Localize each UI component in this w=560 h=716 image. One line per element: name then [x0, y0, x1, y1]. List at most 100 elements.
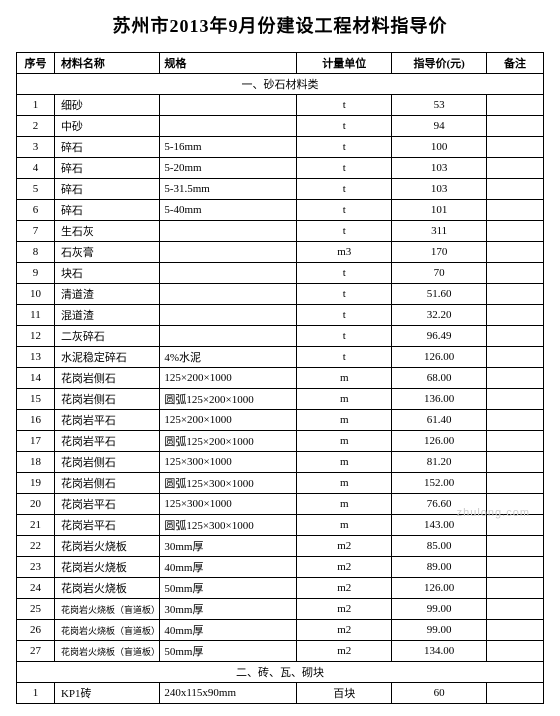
cell-note — [487, 347, 544, 368]
cell-spec: 50mm厚 — [160, 578, 297, 599]
table-row: 15花岗岩侧石圆弧125×200×1000m136.00 — [17, 389, 544, 410]
cell-unit: m2 — [297, 578, 392, 599]
cell-unit: t — [297, 95, 392, 116]
cell-unit: m2 — [297, 557, 392, 578]
cell-spec — [160, 326, 297, 347]
cell-idx: 16 — [17, 410, 55, 431]
cell-price: 136.00 — [392, 389, 487, 410]
cell-unit: t — [297, 221, 392, 242]
table-row: 5碎石5-31.5mmt103 — [17, 179, 544, 200]
cell-idx: 11 — [17, 305, 55, 326]
cell-spec: 30mm厚 — [160, 599, 297, 620]
cell-idx: 23 — [17, 557, 55, 578]
cell-price: 103 — [392, 179, 487, 200]
cell-spec: 5-16mm — [160, 137, 297, 158]
cell-note — [487, 95, 544, 116]
cell-idx: 27 — [17, 641, 55, 662]
cell-spec: 5-40mm — [160, 200, 297, 221]
cell-unit: t — [297, 263, 392, 284]
section-header: 二、砖、瓦、砌块 — [17, 662, 544, 683]
cell-idx: 7 — [17, 221, 55, 242]
cell-name: 花岗岩平石 — [54, 494, 159, 515]
cell-idx: 20 — [17, 494, 55, 515]
cell-name: 生石灰 — [54, 221, 159, 242]
cell-spec — [160, 305, 297, 326]
cell-note — [487, 284, 544, 305]
cell-spec: 125×300×1000 — [160, 494, 297, 515]
cell-spec: 240x115x90mm — [160, 683, 297, 704]
cell-note — [487, 473, 544, 494]
cell-name: 碎石 — [54, 179, 159, 200]
cell-spec: 125×200×1000 — [160, 410, 297, 431]
cell-spec: 40mm厚 — [160, 557, 297, 578]
cell-idx: 21 — [17, 515, 55, 536]
header-note: 备注 — [487, 53, 544, 74]
header-name: 材料名称 — [54, 53, 159, 74]
cell-name: 块石 — [54, 263, 159, 284]
cell-name: 石灰膏 — [54, 242, 159, 263]
cell-spec: 40mm厚 — [160, 620, 297, 641]
cell-name: 碎石 — [54, 158, 159, 179]
cell-spec: 圆弧125×300×1000 — [160, 473, 297, 494]
cell-note — [487, 620, 544, 641]
header-spec: 规格 — [160, 53, 297, 74]
cell-unit: t — [297, 284, 392, 305]
cell-note — [487, 599, 544, 620]
cell-name: 碎石 — [54, 137, 159, 158]
cell-spec — [160, 116, 297, 137]
cell-price: 81.20 — [392, 452, 487, 473]
cell-name: 水泥稳定碎石 — [54, 347, 159, 368]
cell-spec — [160, 95, 297, 116]
cell-idx: 3 — [17, 137, 55, 158]
table-row: 24花岗岩火烧板50mm厚m2126.00 — [17, 578, 544, 599]
cell-price: 94 — [392, 116, 487, 137]
table-row: 27花岗岩火烧板（盲道板）50mm厚m2134.00 — [17, 641, 544, 662]
cell-note — [487, 137, 544, 158]
table-row: 2中砂t94 — [17, 116, 544, 137]
cell-idx: 5 — [17, 179, 55, 200]
cell-price: 311 — [392, 221, 487, 242]
table-row: 25花岗岩火烧板（盲道板）30mm厚m299.00 — [17, 599, 544, 620]
cell-idx: 12 — [17, 326, 55, 347]
cell-price: 100 — [392, 137, 487, 158]
cell-idx: 18 — [17, 452, 55, 473]
cell-price: 99.00 — [392, 599, 487, 620]
cell-note — [487, 305, 544, 326]
table-row: 14花岗岩侧石125×200×1000m68.00 — [17, 368, 544, 389]
cell-price: 134.00 — [392, 641, 487, 662]
table-row: 13水泥稳定碎石4%水泥t126.00 — [17, 347, 544, 368]
cell-price: 32.20 — [392, 305, 487, 326]
cell-spec: 圆弧125×300×1000 — [160, 515, 297, 536]
table-row: 1细砂t53 — [17, 95, 544, 116]
cell-name: 二灰碎石 — [54, 326, 159, 347]
header-idx: 序号 — [17, 53, 55, 74]
cell-unit: m — [297, 494, 392, 515]
cell-idx: 25 — [17, 599, 55, 620]
cell-name: 细砂 — [54, 95, 159, 116]
cell-idx: 8 — [17, 242, 55, 263]
cell-unit: t — [297, 347, 392, 368]
cell-unit: t — [297, 305, 392, 326]
table-row: 26花岗岩火烧板（盲道板）40mm厚m299.00 — [17, 620, 544, 641]
cell-name: 花岗岩平石 — [54, 410, 159, 431]
section-title: 二、砖、瓦、砌块 — [17, 662, 544, 683]
cell-name: 清道渣 — [54, 284, 159, 305]
cell-price: 99.00 — [392, 620, 487, 641]
cell-unit: m — [297, 368, 392, 389]
cell-unit: m3 — [297, 242, 392, 263]
cell-idx: 10 — [17, 284, 55, 305]
cell-unit: t — [297, 326, 392, 347]
cell-idx: 9 — [17, 263, 55, 284]
cell-idx: 6 — [17, 200, 55, 221]
cell-name: 花岗岩侧石 — [54, 473, 159, 494]
cell-price: 96.49 — [392, 326, 487, 347]
cell-unit: m — [297, 515, 392, 536]
cell-unit: m — [297, 452, 392, 473]
table-header-row: 序号 材料名称 规格 计量单位 指导价(元) 备注 — [17, 53, 544, 74]
cell-spec: 5-31.5mm — [160, 179, 297, 200]
table-row: 4碎石5-20mmt103 — [17, 158, 544, 179]
cell-unit: t — [297, 179, 392, 200]
cell-note — [487, 410, 544, 431]
cell-unit: t — [297, 200, 392, 221]
cell-note — [487, 683, 544, 704]
